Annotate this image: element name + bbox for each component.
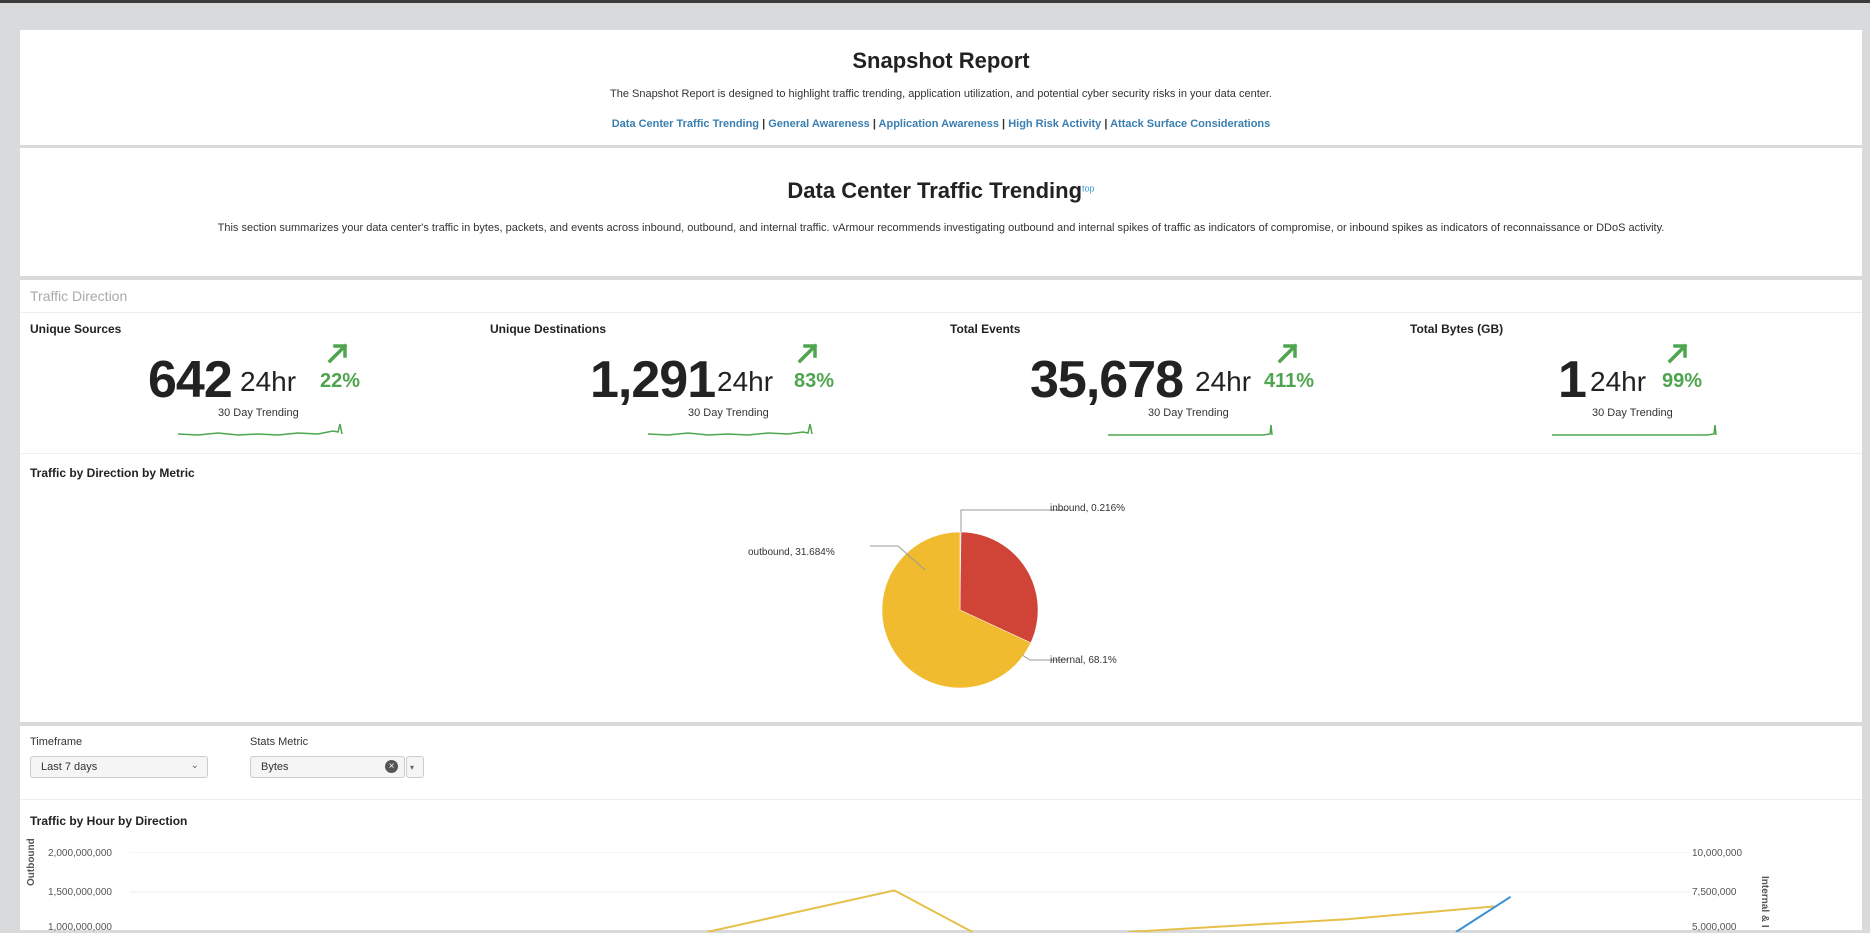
stats-metric-select[interactable]: Bytes × [250, 756, 405, 778]
caret-down-icon: ▾ [410, 763, 415, 772]
stat-unique-sources: Unique Sources 642 24hr 22% 30 Day Trend… [30, 322, 490, 436]
stat-value: 642 [148, 351, 233, 409]
section-intro-panel: Data Center Traffic Trendingtop This sec… [20, 148, 1862, 276]
stat-change: 22% [320, 370, 361, 392]
pie-chart-title: Traffic by Direction by Metric [30, 466, 195, 480]
traffic-by-hour-line-chart [130, 852, 1690, 932]
pie-label-outbound: outbound, 31.684% [748, 547, 835, 558]
trend-up-icon [1667, 343, 1688, 364]
stat-unit: 24hr [240, 366, 297, 397]
stat-unit: 24hr [1195, 366, 1252, 397]
stats-metric-label: Stats Metric [250, 736, 309, 748]
stat-label: Unique Sources [30, 322, 122, 336]
line-series-internal [1128, 905, 1496, 932]
y-tick-right: 5,000,000 [1692, 922, 1737, 933]
nav-separator: | [872, 118, 876, 130]
nav-separator: | [1002, 118, 1006, 130]
window-top-bar [0, 0, 1870, 30]
nav-separator: | [1104, 118, 1108, 130]
sparkline [648, 423, 813, 436]
report-description: The Snapshot Report is designed to highl… [609, 88, 1272, 100]
stats-metric-dropdown-button[interactable]: ▾ [406, 756, 424, 778]
trend-up-icon [327, 343, 348, 364]
stat-trend-label: 30 Day Trending [1592, 407, 1673, 419]
stat-unit: 24hr [1590, 366, 1647, 397]
pie-label-internal: internal, 68.1% [1050, 655, 1117, 666]
nav-link-traffic-trending[interactable]: Data Center Traffic Trending [611, 118, 760, 130]
stat-unit: 24hr [717, 366, 774, 397]
y-axis-label-left: Outbound [26, 838, 37, 886]
traffic-direction-heading: Traffic Direction [30, 288, 128, 304]
line-series-outbound [706, 889, 973, 932]
sparkline [178, 423, 343, 436]
traffic-direction-panel: Traffic Direction Unique Sources 642 24h… [20, 280, 1862, 722]
sparkline [1552, 424, 1717, 436]
top-link[interactable]: top [1082, 183, 1095, 194]
stat-value: 35,678 [1030, 351, 1184, 409]
nav-separator: | [762, 118, 766, 130]
traffic-direction-pie-chart [870, 509, 1068, 689]
pie-slice-outbound[interactable] [959, 531, 1039, 644]
y-tick-left: 2,000,000,000 [48, 848, 112, 859]
filters-panel: Timeframe Last 7 days ⌄ Stats Metric Byt… [20, 726, 1862, 933]
nav-link-attack-surface[interactable]: Attack Surface Considerations [1110, 118, 1271, 130]
stat-value: 1 [1558, 351, 1587, 409]
line-chart-title: Traffic by Hour by Direction [30, 814, 188, 828]
report-header-panel: Snapshot Report The Snapshot Report is d… [20, 30, 1862, 145]
stat-value: 1,291 [590, 351, 716, 409]
page-title: Snapshot Report [852, 48, 1030, 73]
nav-link-application-awareness[interactable]: Application Awareness [878, 118, 999, 130]
pie-label-inbound: inbound, 0.216% [1050, 503, 1126, 514]
stat-total-events: Total Events 35,678 24hr 411% 30 Day Tre… [950, 322, 1410, 436]
stat-label: Total Bytes (GB) [1410, 322, 1504, 336]
y-tick-left: 1,000,000,000 [48, 922, 112, 933]
pie-slice-internal[interactable] [881, 531, 1032, 689]
stat-trend-label: 30 Day Trending [688, 407, 769, 419]
stat-trend-label: 30 Day Trending [218, 407, 299, 419]
pie-leader-outbound [870, 545, 926, 571]
pie-leader-inbound [960, 509, 1068, 532]
pie-leader-internal [1021, 654, 1068, 661]
line-series-inbound [1455, 895, 1512, 932]
y-tick-right: 7,500,000 [1692, 887, 1737, 898]
stats-metric-value: Bytes [261, 761, 289, 773]
chevron-down-icon: ⌄ [190, 760, 199, 771]
clear-icon[interactable]: × [385, 760, 398, 773]
trend-up-icon [797, 343, 818, 364]
section-description: This section summarizes your data center… [217, 222, 1665, 234]
y-axis-label-right: Internal & I [1759, 876, 1770, 928]
section-title: Data Center Traffic Trending [787, 178, 1083, 203]
y-tick-right: 10,000,000 [1692, 848, 1743, 859]
timeframe-label: Timeframe [30, 736, 83, 748]
sparkline [1108, 424, 1273, 436]
stat-change: 411% [1264, 370, 1315, 392]
stat-change: 99% [1662, 370, 1703, 392]
stat-label: Unique Destinations [490, 322, 607, 336]
stat-change: 83% [794, 370, 835, 392]
trend-up-icon [1277, 343, 1298, 364]
section-nav: Data Center Traffic Trending | General A… [20, 118, 1862, 130]
timeframe-select[interactable]: Last 7 days ⌄ [30, 756, 208, 778]
nav-link-general-awareness[interactable]: General Awareness [768, 118, 870, 130]
y-tick-left: 1,500,000,000 [48, 887, 112, 898]
stat-trend-label: 30 Day Trending [1148, 407, 1229, 419]
stat-unique-destinations: Unique Destinations 1,291 24hr 83% 30 Da… [490, 322, 950, 436]
stat-label: Total Events [950, 322, 1021, 336]
nav-link-high-risk[interactable]: High Risk Activity [1008, 118, 1102, 130]
timeframe-value: Last 7 days [41, 761, 98, 773]
stat-total-bytes: Total Bytes (GB) 1 24hr 99% 30 Day Trend… [1410, 322, 1870, 436]
